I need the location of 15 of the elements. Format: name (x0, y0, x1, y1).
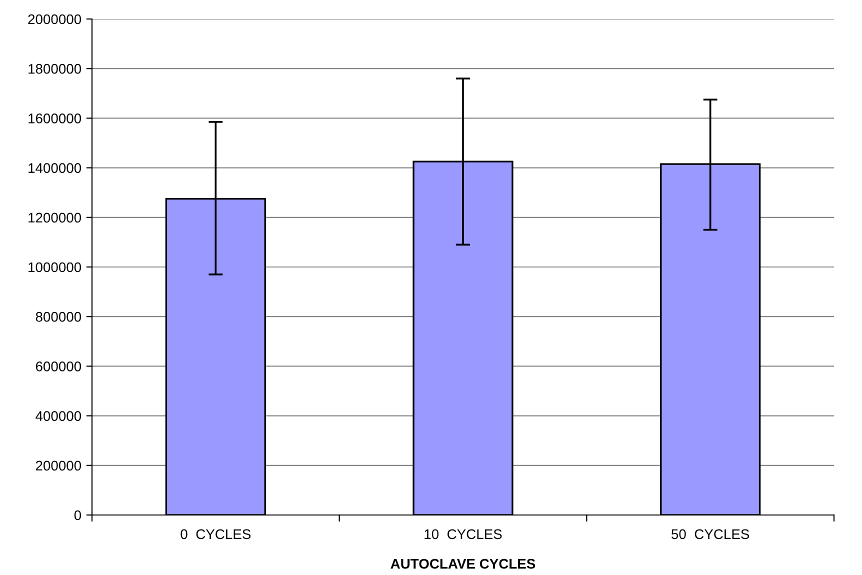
y-tick-label: 600000 (36, 362, 82, 372)
x-tick-label: 50 CYCLES (672, 529, 750, 540)
y-tick-label: 1400000 (28, 163, 82, 173)
y-tick-label: 1600000 (28, 114, 82, 124)
y-tick-label: 200000 (36, 460, 82, 471)
y-tick-label: 2000000 (28, 14, 82, 24)
y-tick-label: 400000 (36, 411, 82, 421)
y-tick-label: 1800000 (28, 64, 82, 74)
x-tick-label: 10 CYCLES (424, 529, 502, 540)
x-axis-title: AUTOCLAVE CYCLES (390, 558, 536, 569)
y-tick-label: 0 (74, 510, 82, 520)
y-tick-label: 1000000 (28, 262, 82, 272)
y-tick-label: 800000 (36, 312, 82, 322)
x-tick-label: 0 CYCLES (180, 529, 251, 540)
y-tick-label: 1200000 (28, 212, 82, 223)
